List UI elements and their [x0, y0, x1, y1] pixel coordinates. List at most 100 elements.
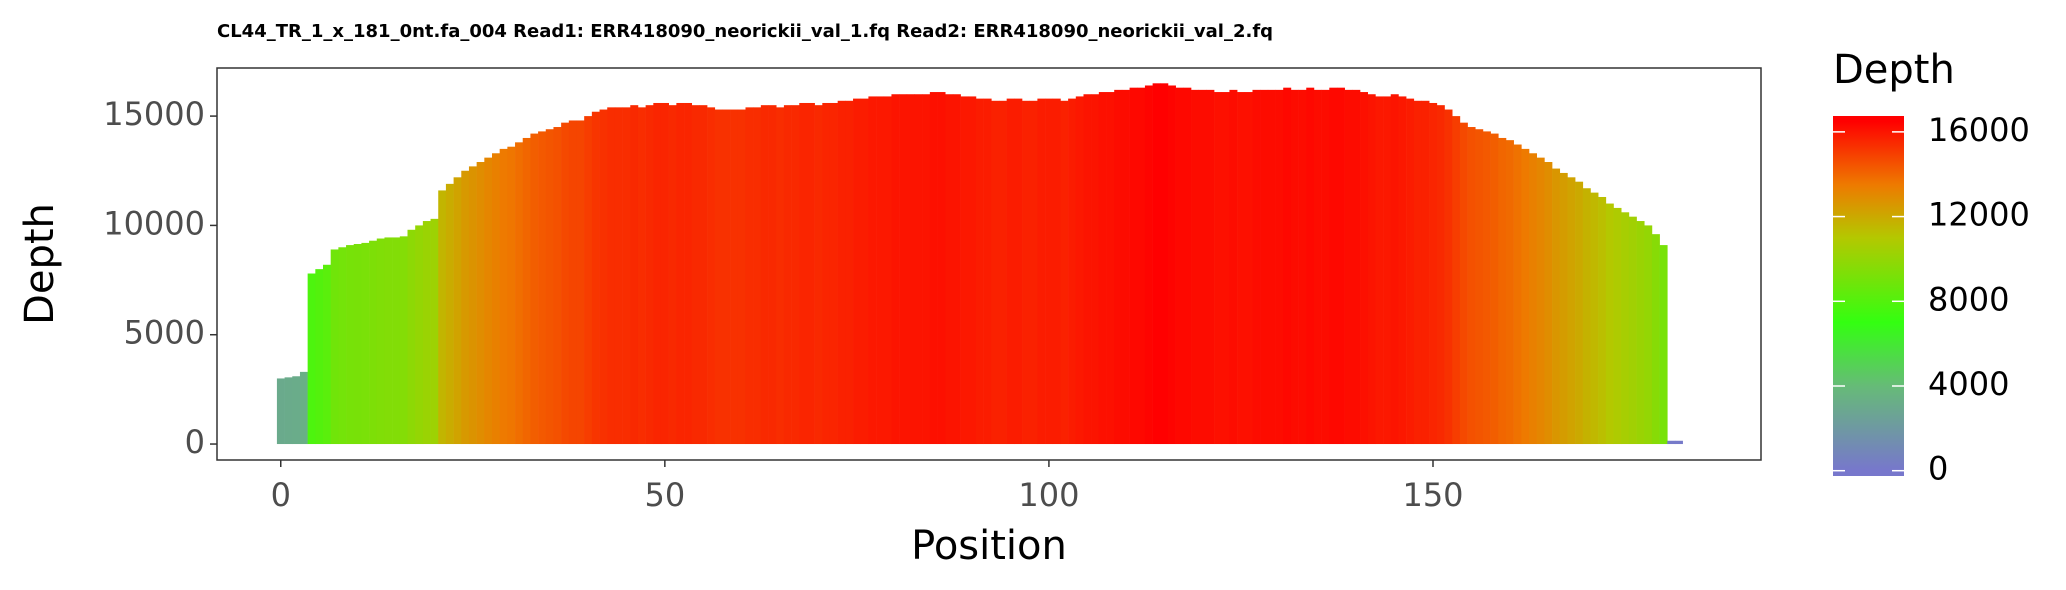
bar: [392, 237, 401, 445]
bar: [983, 98, 992, 445]
bar: [1198, 89, 1207, 445]
bar: [1137, 87, 1146, 445]
bar: [476, 162, 485, 445]
bar: [545, 129, 554, 445]
bar: [822, 102, 831, 445]
bar: [276, 378, 285, 445]
bar: [814, 105, 823, 445]
bar: [1283, 87, 1292, 445]
bar: [1575, 181, 1584, 445]
bar: [369, 240, 378, 445]
bar: [1091, 94, 1100, 445]
bar: [1559, 172, 1568, 445]
y-tick-label: 0: [185, 423, 205, 461]
bar: [576, 120, 585, 445]
colorbar-tick-label: 8000: [1928, 280, 2009, 318]
bar: [1567, 177, 1576, 445]
bar: [1459, 122, 1468, 445]
bar: [1037, 98, 1046, 445]
bar: [1267, 89, 1276, 445]
colorbar-tick-label: 12000: [1928, 196, 2030, 234]
colorbar-tick-label: 0: [1928, 450, 1948, 488]
bar: [1160, 83, 1169, 445]
bar: [1014, 98, 1023, 445]
bar: [1098, 92, 1107, 445]
bar: [607, 107, 616, 445]
bar: [1329, 87, 1338, 445]
bar: [968, 96, 977, 445]
chart-title: CL44_TR_1_x_181_0nt.fa_004 Read1: ERR418…: [217, 21, 1273, 42]
bar: [714, 109, 723, 445]
bar: [1152, 83, 1161, 445]
bar: [376, 238, 385, 445]
bar: [1521, 148, 1530, 445]
colorbar: [1833, 116, 1904, 476]
bar: [1006, 98, 1015, 445]
y-tick-label: 15000: [103, 95, 205, 133]
bar: [991, 100, 1000, 445]
bar: [1498, 137, 1507, 445]
bar: [1229, 89, 1238, 445]
bar: [1275, 89, 1284, 445]
bar: [837, 100, 846, 445]
bar: [522, 137, 531, 445]
bar: [1590, 192, 1599, 445]
bar: [952, 94, 961, 445]
bar: [1436, 105, 1445, 445]
bar: [998, 100, 1007, 445]
bar: [1244, 92, 1253, 445]
bar: [899, 94, 908, 445]
bar: [960, 96, 969, 445]
bar: [1667, 440, 1676, 445]
bar: [1167, 85, 1176, 445]
bar: [1121, 89, 1130, 445]
bar: [791, 105, 800, 445]
bar: [699, 105, 708, 445]
bar: [338, 247, 347, 445]
bar: [1144, 85, 1153, 445]
bar: [507, 146, 516, 445]
y-axis-title: Depth: [17, 203, 63, 325]
bar: [553, 127, 562, 445]
bar: [361, 242, 370, 445]
bar: [1221, 92, 1230, 445]
bar: [468, 166, 477, 445]
bar: [1191, 89, 1200, 445]
bar: [1605, 203, 1614, 445]
bar: [630, 105, 639, 445]
bar: [876, 96, 885, 445]
bar: [1444, 109, 1453, 445]
bar: [1475, 129, 1484, 445]
bar: [676, 102, 685, 445]
bar: [1674, 440, 1683, 445]
bar: [1651, 234, 1660, 445]
bar: [430, 218, 439, 445]
bar: [1367, 94, 1376, 445]
bar: [730, 109, 739, 445]
bar: [299, 371, 308, 445]
bar: [1237, 92, 1246, 445]
bar: [1613, 207, 1622, 445]
bar: [691, 105, 700, 445]
bar: [868, 96, 877, 445]
y-tick-label: 10000: [103, 204, 205, 242]
bar: [1552, 168, 1561, 445]
bar: [760, 105, 769, 445]
bar: [660, 102, 669, 445]
bar: [1298, 89, 1307, 445]
bar: [284, 377, 293, 445]
bar: [1106, 92, 1115, 445]
bar: [1621, 212, 1630, 445]
bar: [937, 92, 946, 445]
bar: [1429, 102, 1438, 445]
bar: [1336, 87, 1345, 445]
bar: [568, 120, 577, 445]
bar: [1582, 188, 1591, 445]
bar: [307, 273, 316, 445]
bar: [1628, 216, 1637, 445]
bar: [799, 102, 808, 445]
bar: [499, 148, 508, 445]
bar: [653, 102, 662, 445]
bar: [384, 237, 393, 445]
